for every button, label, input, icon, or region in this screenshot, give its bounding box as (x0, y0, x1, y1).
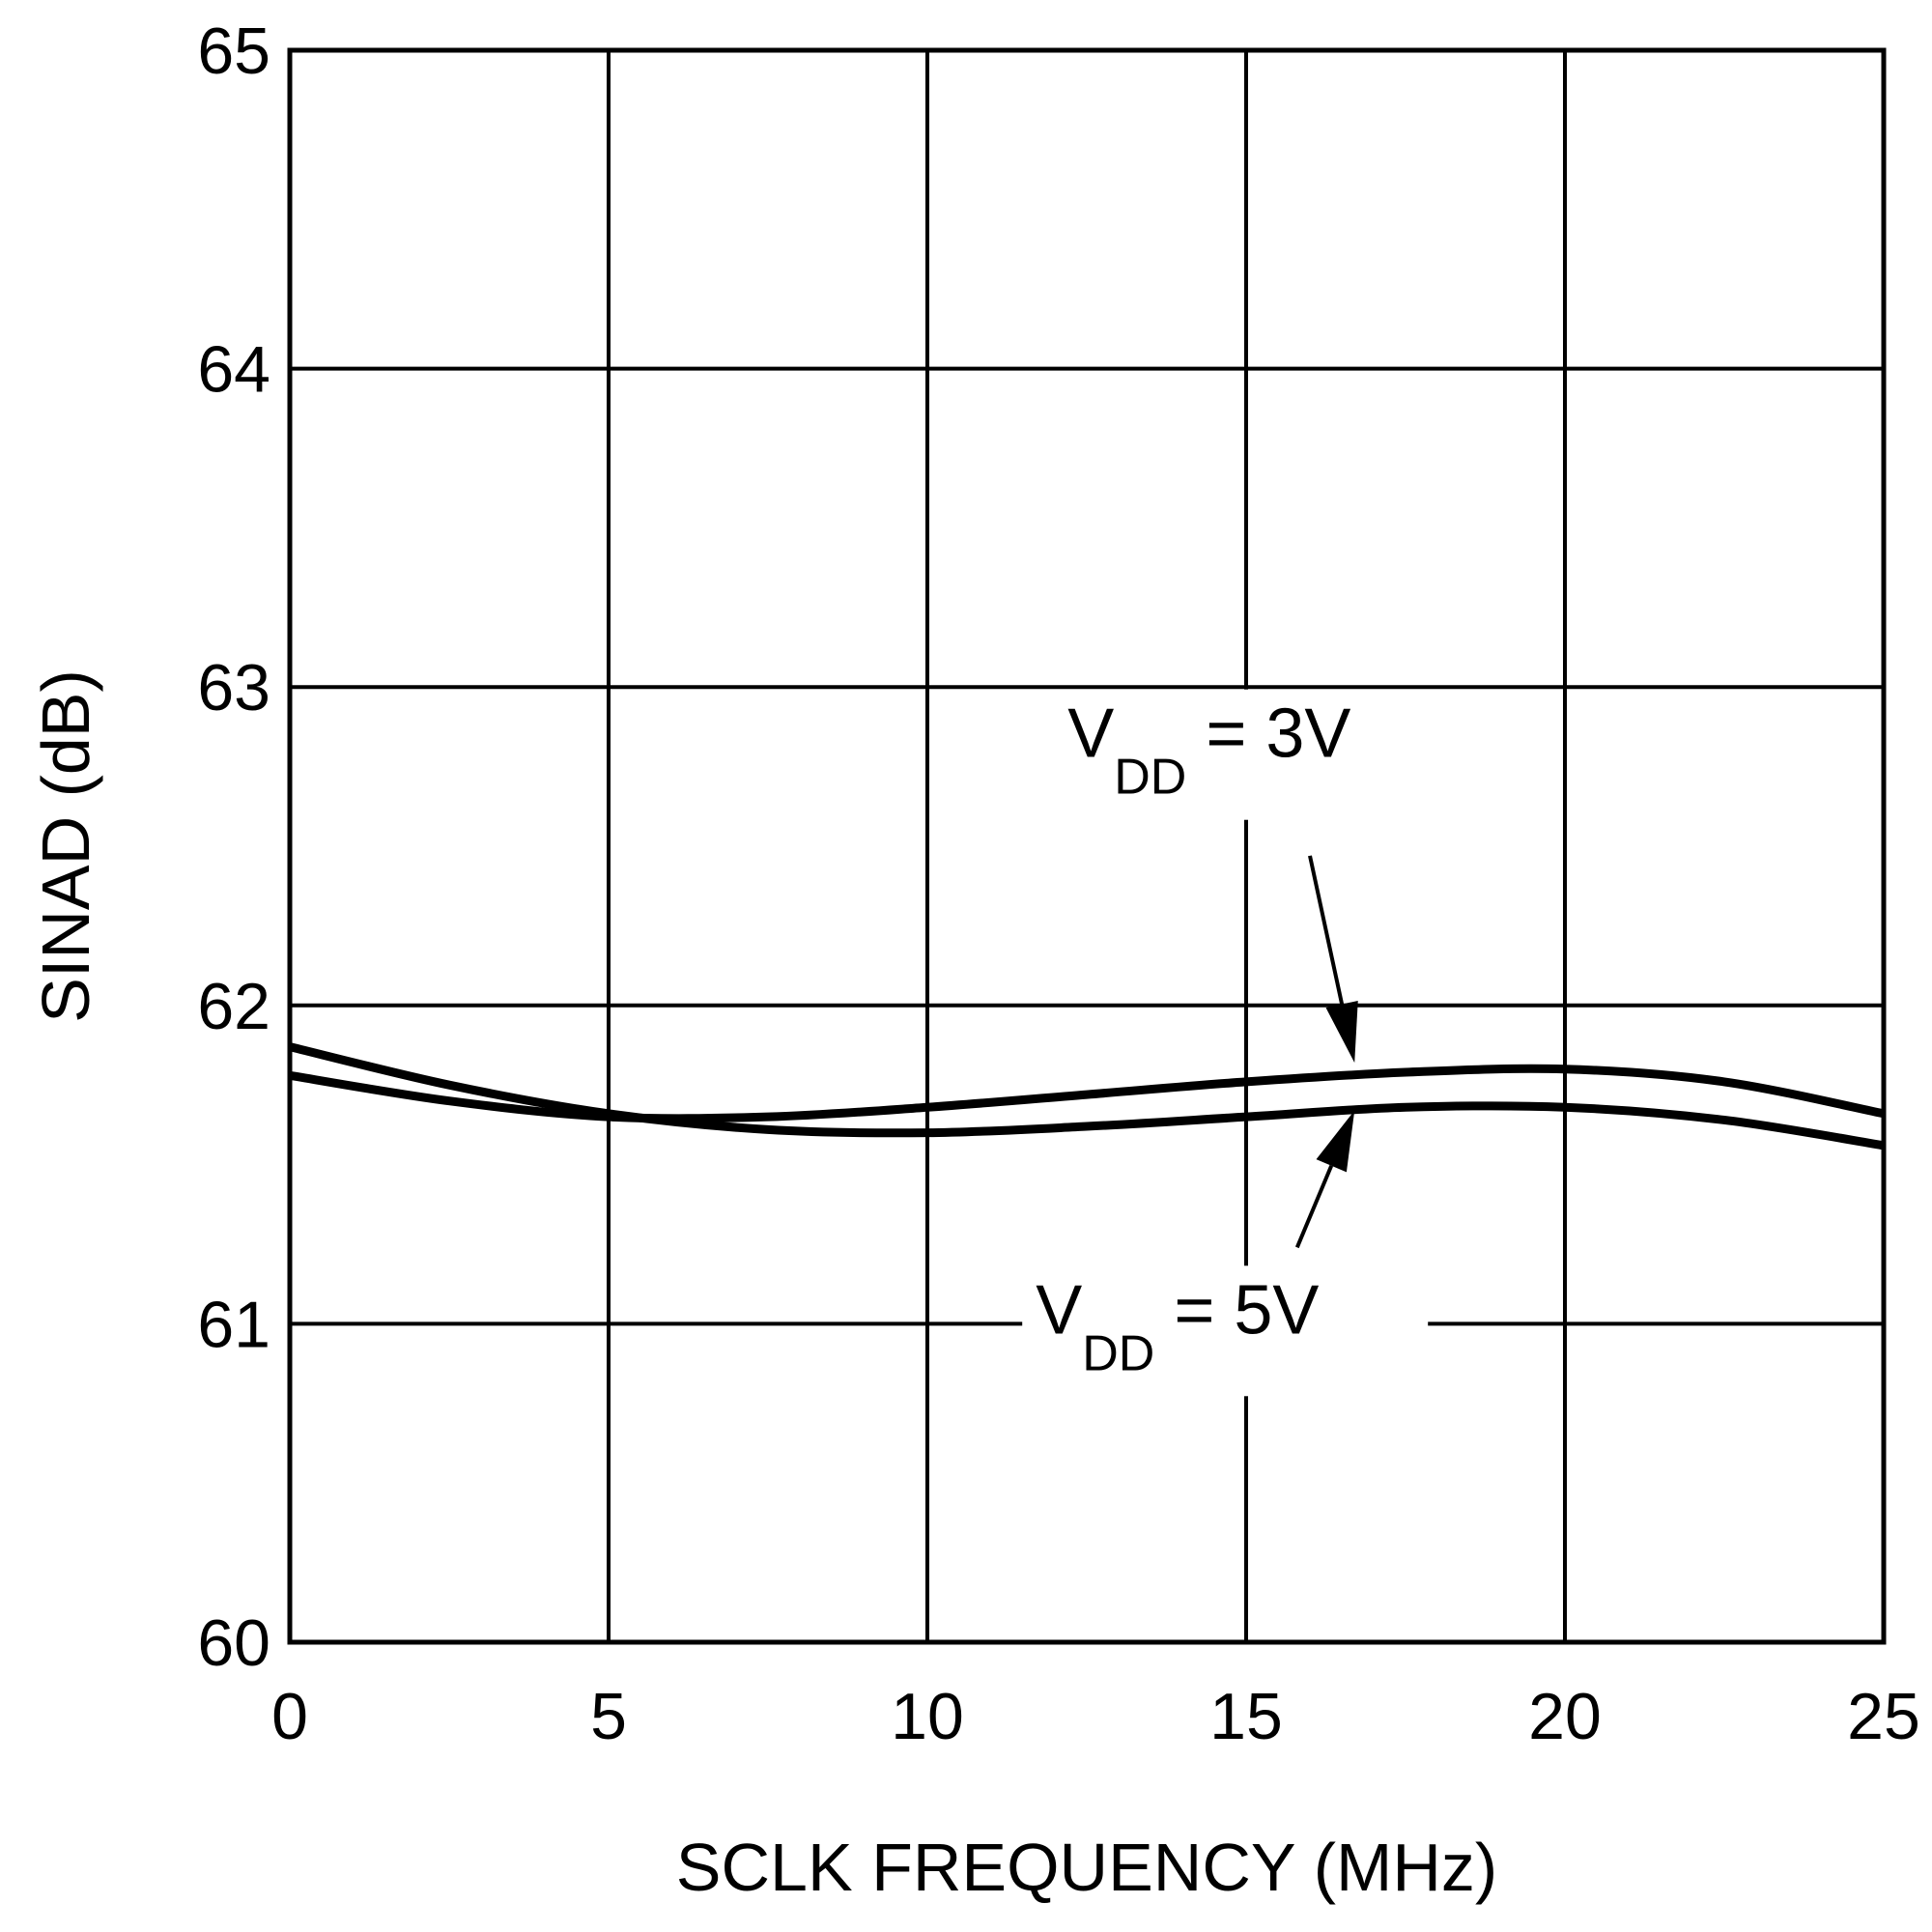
x-tick-label-3: 15 (1209, 1680, 1283, 1753)
x-tick-labels: 0 5 10 15 20 25 (271, 1680, 1920, 1753)
x-axis-title: SCLK FREQUENCY (MHz) (676, 1830, 1497, 1905)
grid-lines (288, 48, 1886, 1644)
y-tick-label-4: 64 (197, 333, 270, 407)
annotation-label-0: VDD = 3V (1067, 696, 1350, 806)
annotation-bg-1 (1022, 1265, 1429, 1397)
series-line-0 (289, 1064, 1885, 1123)
annotations: VDD = 3V VDD = 5V (1022, 689, 1461, 1397)
x-tick-label-1: 5 (590, 1680, 627, 1753)
annotation-arrow-0 (1308, 855, 1358, 1064)
annotation-bg-0 (1054, 689, 1461, 820)
annotation-1: VDD = 5V (1022, 1265, 1429, 1397)
x-tick-label-5: 25 (1847, 1680, 1920, 1753)
y-tick-label-2: 62 (197, 970, 270, 1043)
x-tick-label-2: 10 (891, 1680, 964, 1753)
x-tick-label-4: 20 (1528, 1680, 1602, 1753)
y-axis-title: SINAD (dB) (28, 669, 103, 1023)
annotation-arrow-1 (1294, 1110, 1355, 1249)
y-tick-label-3: 63 (197, 651, 270, 724)
y-tick-label-0: 60 (197, 1606, 270, 1680)
series-line-1 (288, 1042, 1885, 1151)
annotation-0: VDD = 3V (1054, 689, 1461, 820)
annotation-label-1: VDD = 5V (1036, 1271, 1319, 1381)
y-tick-labels: 60 61 62 63 64 65 (197, 14, 270, 1680)
x-tick-label-0: 0 (271, 1680, 308, 1753)
series-lines (288, 1042, 1885, 1151)
plot-frame (287, 47, 1887, 1645)
y-tick-label-5: 65 (197, 14, 270, 88)
y-tick-label-1: 61 (197, 1288, 270, 1361)
